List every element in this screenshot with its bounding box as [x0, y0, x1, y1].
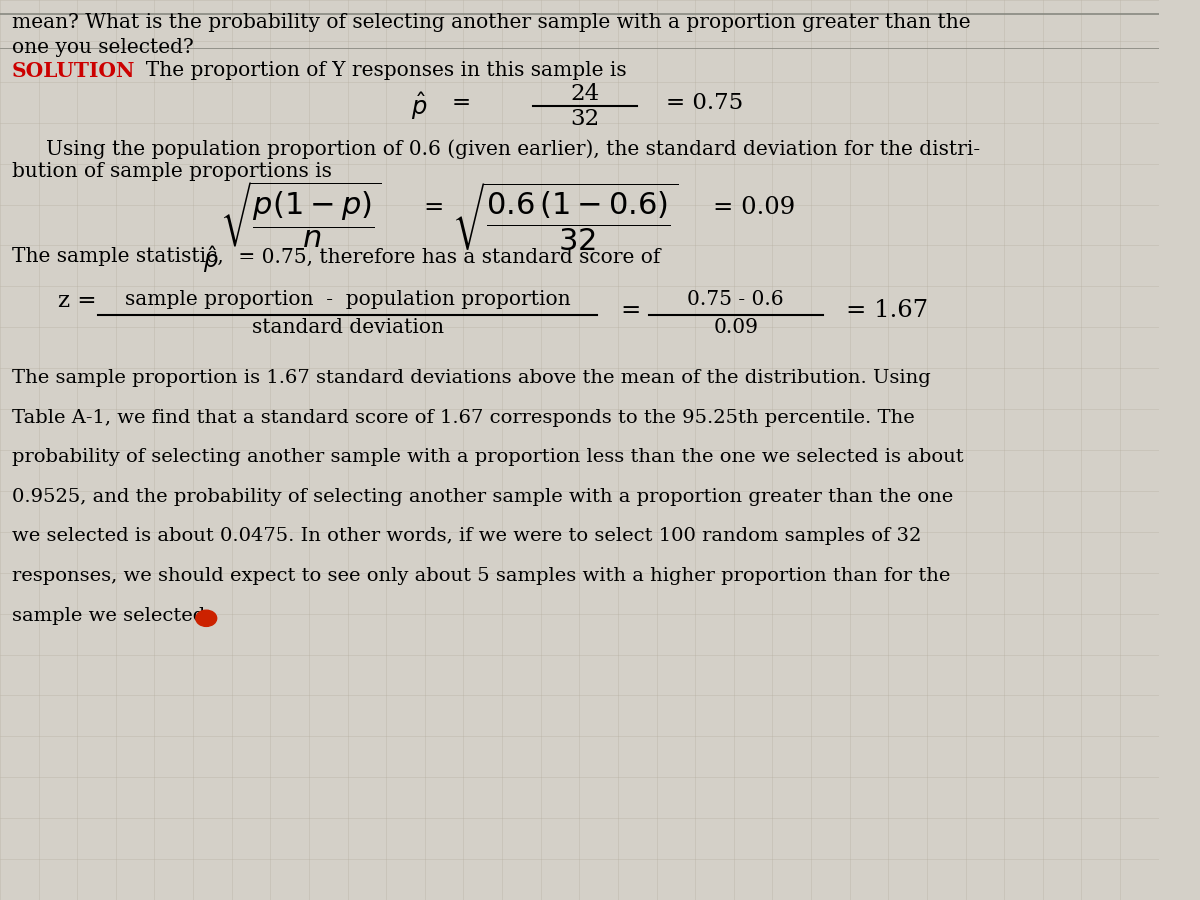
Text: = 1.67: = 1.67	[846, 299, 928, 322]
Text: probability of selecting another sample with a proportion less than the one we s: probability of selecting another sample …	[12, 448, 964, 466]
Text: 0.09: 0.09	[713, 318, 758, 337]
Text: =: =	[620, 299, 641, 322]
Text: $\sqrt{\dfrac{0.6\,(1-0.6)}{32}}$: $\sqrt{\dfrac{0.6\,(1-0.6)}{32}}$	[452, 180, 678, 253]
Text: one you selected?: one you selected?	[12, 38, 193, 57]
Text: 24: 24	[570, 83, 600, 104]
Text: standard deviation: standard deviation	[252, 318, 444, 337]
Text: we selected is about 0.0475. In other words, if we were to select 100 random sam: we selected is about 0.0475. In other wo…	[12, 527, 920, 545]
Text: $\hat{p}$: $\hat{p}$	[412, 90, 427, 122]
Text: mean? What is the probability of selecting another sample with a proportion grea: mean? What is the probability of selecti…	[12, 14, 971, 32]
Text: Table A-1, we find that a standard score of 1.67 corresponds to the 95.25th perc: Table A-1, we find that a standard score…	[12, 409, 914, 427]
Text: = 0.75, therefore has a standard score of: = 0.75, therefore has a standard score o…	[232, 248, 660, 266]
Text: sample proportion  -  population proportion: sample proportion - population proportio…	[125, 290, 570, 309]
Text: 0.9525, and the probability of selecting another sample with a proportion greate: 0.9525, and the probability of selecting…	[12, 488, 953, 506]
Text: Using the population proportion of 0.6 (given earlier), the standard deviation f: Using the population proportion of 0.6 (…	[47, 140, 980, 159]
Text: 0.75 - 0.6: 0.75 - 0.6	[688, 290, 784, 309]
Text: =: =	[422, 196, 443, 220]
Text: The proportion of Y responses in this sample is: The proportion of Y responses in this sa…	[133, 61, 626, 80]
Text: = 0.75: = 0.75	[666, 92, 744, 113]
Text: $\hat{p}$: $\hat{p}$	[203, 245, 218, 275]
Text: =: =	[452, 92, 472, 113]
Text: sample we selected.: sample we selected.	[12, 607, 211, 625]
Text: responses, we should expect to see only about 5 samples with a higher proportion: responses, we should expect to see only …	[12, 567, 950, 585]
Circle shape	[196, 610, 217, 626]
Text: SOLUTION: SOLUTION	[12, 61, 134, 81]
Text: z =: z =	[58, 290, 96, 311]
Text: The sample proportion is 1.67 standard deviations above the mean of the distribu: The sample proportion is 1.67 standard d…	[12, 369, 930, 387]
Text: The sample statistic,: The sample statistic,	[12, 248, 229, 266]
Text: = 0.09: = 0.09	[713, 196, 794, 220]
Text: bution of sample proportions is: bution of sample proportions is	[12, 162, 331, 181]
Text: 32: 32	[570, 108, 600, 130]
Text: $\sqrt{\dfrac{p(1-p)}{n}}$: $\sqrt{\dfrac{p(1-p)}{n}}$	[220, 180, 382, 250]
